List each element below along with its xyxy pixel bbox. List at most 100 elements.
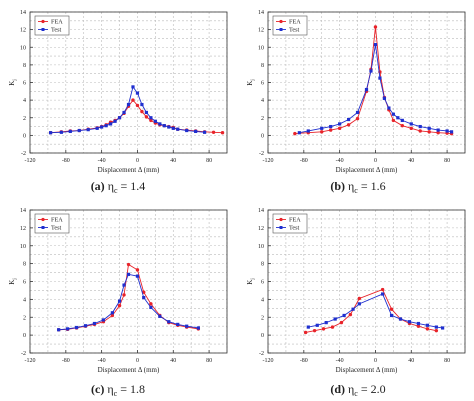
- y-axis-label-subscript: j: [13, 278, 18, 280]
- y-tick-label: 6: [261, 81, 264, 87]
- data-point-test: [135, 91, 140, 95]
- y-tick-label: 12: [258, 28, 264, 34]
- data-point-test: [117, 116, 122, 120]
- data-point-fea: [328, 128, 333, 132]
- data-point-fea: [418, 129, 422, 133]
- data-point-test: [158, 314, 162, 318]
- data-point-test: [131, 85, 135, 89]
- data-point-test: [320, 126, 324, 130]
- x-tick-label: -80: [300, 158, 308, 164]
- data-point-test: [74, 325, 79, 330]
- data-point-fea: [321, 327, 326, 331]
- data-point-test: [203, 130, 207, 134]
- legend-swatch-marker: [41, 28, 45, 31]
- data-point-fea: [409, 126, 413, 131]
- x-tick-label: 80: [444, 358, 450, 364]
- data-point-fea: [400, 123, 405, 128]
- caption-part: η: [108, 179, 114, 193]
- data-point-fea: [303, 330, 308, 335]
- panel-caption: (d) ηc = 2.0: [330, 382, 385, 399]
- data-point-test: [389, 313, 394, 318]
- data-point-test: [101, 318, 106, 322]
- data-point-test: [315, 323, 319, 327]
- data-point-test: [77, 128, 81, 133]
- data-point-fea: [425, 327, 430, 331]
- y-axis-label: Kj: [246, 278, 256, 284]
- x-tick-label: 80: [444, 158, 450, 164]
- x-tick-label: -40: [98, 358, 106, 364]
- legend-label: Test: [289, 225, 300, 232]
- data-point-fea: [140, 109, 144, 114]
- caption-part: c: [354, 389, 358, 398]
- y-tick-label: -2: [259, 151, 264, 157]
- y-tick-label: 0: [23, 133, 26, 139]
- x-tick-label: -80: [300, 358, 308, 364]
- data-point-test: [149, 305, 153, 310]
- data-point-test: [122, 283, 126, 287]
- caption-part: c: [354, 186, 358, 195]
- data-point-test: [324, 321, 328, 325]
- caption-part: c: [114, 186, 118, 195]
- x-tick-label: 0: [136, 358, 139, 364]
- x-tick-label: -120: [25, 358, 36, 364]
- data-point-test: [117, 299, 122, 303]
- legend-swatch-marker: [41, 217, 45, 222]
- y-tick-label: 4: [23, 98, 26, 104]
- data-point-fea: [337, 126, 342, 131]
- data-point-test: [391, 112, 395, 116]
- data-point-fea: [110, 313, 115, 318]
- legend-label: FEA: [51, 19, 63, 26]
- data-point-test: [95, 126, 99, 130]
- data-point-test: [378, 76, 382, 80]
- data-point-fea: [131, 98, 135, 102]
- y-axis-label-subscript: j: [13, 79, 18, 81]
- data-point-test: [333, 317, 337, 321]
- y-tick-label: 12: [20, 28, 26, 34]
- caption-part: = 2.0: [361, 382, 386, 396]
- data-point-fea: [391, 118, 396, 123]
- x-tick-label: -40: [336, 158, 344, 164]
- data-point-test: [396, 116, 400, 120]
- data-point-fea: [126, 262, 131, 267]
- data-point-test: [425, 323, 429, 327]
- panel-caption: (b) ηc = 1.6: [330, 179, 385, 196]
- series-line-test: [58, 273, 199, 331]
- caption-part: η: [348, 382, 354, 396]
- data-point-test: [355, 110, 360, 115]
- data-point-test: [171, 126, 175, 130]
- data-point-test: [196, 326, 200, 330]
- y-tick-label: -2: [21, 351, 26, 357]
- data-point-fea: [144, 115, 149, 119]
- data-point-test: [167, 320, 171, 324]
- data-point-fea: [339, 320, 344, 325]
- data-point-fea: [220, 131, 225, 135]
- data-point-test: [140, 102, 144, 107]
- y-tick-label: 4: [23, 297, 26, 303]
- chart-panel-3: -120 -80 -40 0 40 80 -2 0 2 4 6 8 10 12 14 Displacement…: [246, 208, 466, 399]
- data-point-test: [346, 117, 351, 122]
- data-point-test: [83, 324, 88, 328]
- data-point-test: [381, 292, 385, 296]
- x-axis-label: Displacement Δ (mm): [336, 366, 398, 374]
- caption-part: = 1.8: [120, 382, 145, 396]
- data-point-test: [104, 124, 108, 128]
- data-point-test: [400, 118, 404, 122]
- y-axis-label-subscript: j: [251, 79, 256, 81]
- data-point-fea: [330, 325, 335, 329]
- caption-part: (c): [91, 382, 104, 396]
- data-point-fea: [135, 103, 140, 108]
- x-axis-label: Displacement Δ (mm): [336, 166, 398, 174]
- y-tick-label: 4: [261, 98, 264, 104]
- y-axis-label: Kj: [8, 278, 18, 284]
- legend-swatch-marker: [279, 226, 283, 229]
- y-tick-label: 0: [23, 333, 26, 339]
- legend-label: FEA: [51, 217, 63, 224]
- chart-panel-1: -120 -80 -40 0 40 80 -2 0 2 4 6 8 10 12 14 Displacement…: [246, 10, 466, 196]
- x-tick-label: 40: [408, 358, 414, 364]
- caption-part: (b): [330, 179, 345, 193]
- y-axis-label: Kj: [246, 79, 256, 85]
- data-point-test: [297, 131, 301, 135]
- data-point-test: [59, 130, 63, 134]
- y-tick-label: 14: [20, 10, 26, 16]
- data-point-fea: [434, 328, 439, 333]
